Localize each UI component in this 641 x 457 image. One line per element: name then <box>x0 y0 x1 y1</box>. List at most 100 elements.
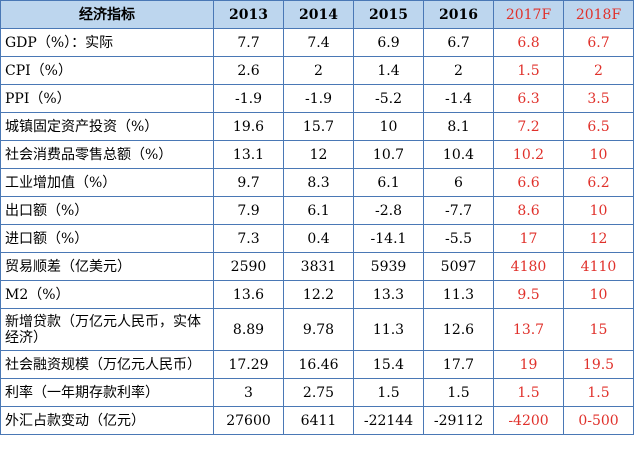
header-year-2017f: 2017F <box>493 0 564 29</box>
table-row: PPI（%） -1.9 -1.9 -5.2 -1.4 6.3 3.5 <box>0 84 634 113</box>
value-cell: 1.4 <box>353 56 424 85</box>
table-row: CPI（%） 2.6 2 1.4 2 1.5 2 <box>0 56 634 85</box>
forecast-value-cell: 6.6 <box>493 168 564 197</box>
indicator-name: 进口额（%） <box>0 224 214 253</box>
value-cell: 13.3 <box>353 280 424 309</box>
table-row: 社会融资规模（万亿元人民币） 17.29 16.46 15.4 17.7 19 19.5 <box>0 350 634 379</box>
indicator-name: 利率（一年期存款利率） <box>0 378 214 407</box>
value-cell: 2.75 <box>283 378 354 407</box>
table-row: 进口额（%） 7.3 0.4 -14.1 -5.5 17 12 <box>0 224 634 253</box>
table-row: GDP（%）：实际 7.7 7.4 6.9 6.7 6.8 6.7 <box>0 28 634 57</box>
value-cell: 1.5 <box>423 378 494 407</box>
forecast-value-cell: -4200 <box>493 406 564 435</box>
value-cell: 8.1 <box>423 112 494 141</box>
indicator-name: 贸易顺差（亿美元） <box>0 252 214 281</box>
table-row: 新增贷款（万亿元人民币，实体经济） 8.89 9.78 11.3 12.6 13.7 15 <box>0 308 634 351</box>
value-cell: 10.7 <box>353 140 424 169</box>
value-cell: 12.6 <box>423 308 494 351</box>
indicator-name: 社会融资规模（万亿元人民币） <box>0 350 214 379</box>
value-cell: -1.9 <box>283 84 354 113</box>
value-cell: -14.1 <box>353 224 424 253</box>
table-row: 外汇占款变动（亿元） 27600 6411 -22144 -29112 -4200 0-50… <box>0 406 634 435</box>
forecast-value-cell: 1.5 <box>493 378 564 407</box>
forecast-value-cell: 1.5 <box>563 378 634 407</box>
header-year-2013: 2013 <box>213 0 284 29</box>
value-cell: -22144 <box>353 406 424 435</box>
value-cell: 17.7 <box>423 350 494 379</box>
value-cell: 3831 <box>283 252 354 281</box>
forecast-value-cell: 12 <box>563 224 634 253</box>
value-cell: 6.1 <box>283 196 354 225</box>
forecast-value-cell: 9.5 <box>493 280 564 309</box>
value-cell: -5.2 <box>353 84 424 113</box>
value-cell: 10 <box>353 112 424 141</box>
value-cell: 15.4 <box>353 350 424 379</box>
header-year-2014: 2014 <box>283 0 354 29</box>
value-cell: 7.9 <box>213 196 284 225</box>
forecast-value-cell: 17 <box>493 224 564 253</box>
forecast-value-cell: 7.2 <box>493 112 564 141</box>
header-year-2015: 2015 <box>353 0 424 29</box>
forecast-value-cell: 19 <box>493 350 564 379</box>
forecast-value-cell: 4180 <box>493 252 564 281</box>
header-indicator: 经济指标 <box>0 0 214 29</box>
value-cell: 12 <box>283 140 354 169</box>
value-cell: -29112 <box>423 406 494 435</box>
forecast-value-cell: 19.5 <box>563 350 634 379</box>
value-cell: 2 <box>283 56 354 85</box>
forecast-value-cell: 10 <box>563 196 634 225</box>
table-row: M2（%） 13.6 12.2 13.3 11.3 9.5 10 <box>0 280 634 309</box>
value-cell: 8.3 <box>283 168 354 197</box>
value-cell: 2 <box>423 56 494 85</box>
header-year-2016: 2016 <box>423 0 494 29</box>
forecast-value-cell: 8.6 <box>493 196 564 225</box>
value-cell: 15.7 <box>283 112 354 141</box>
indicator-name: GDP（%）：实际 <box>0 28 214 57</box>
forecast-value-cell: 13.7 <box>493 308 564 351</box>
value-cell: 16.46 <box>283 350 354 379</box>
indicator-name: M2（%） <box>0 280 214 309</box>
header-year-2018f: 2018F <box>563 0 634 29</box>
value-cell: -7.7 <box>423 196 494 225</box>
forecast-value-cell: 0-500 <box>563 406 634 435</box>
value-cell: 5097 <box>423 252 494 281</box>
table-row: 出口额（%） 7.9 6.1 -2.8 -7.7 8.6 10 <box>0 196 634 225</box>
value-cell: 6 <box>423 168 494 197</box>
value-cell: 2.6 <box>213 56 284 85</box>
value-cell: 8.89 <box>213 308 284 351</box>
forecast-value-cell: 3.5 <box>563 84 634 113</box>
value-cell: 9.78 <box>283 308 354 351</box>
indicator-name: 工业增加值（%） <box>0 168 214 197</box>
forecast-value-cell: 1.5 <box>493 56 564 85</box>
forecast-value-cell: 6.2 <box>563 168 634 197</box>
forecast-value-cell: 6.7 <box>563 28 634 57</box>
value-cell: 2590 <box>213 252 284 281</box>
value-cell: 5939 <box>353 252 424 281</box>
forecast-value-cell: 2 <box>563 56 634 85</box>
value-cell: 1.5 <box>353 378 424 407</box>
value-cell: 3 <box>213 378 284 407</box>
forecast-value-cell: 4110 <box>563 252 634 281</box>
value-cell: 12.2 <box>283 280 354 309</box>
value-cell: 0.4 <box>283 224 354 253</box>
forecast-value-cell: 10 <box>563 280 634 309</box>
indicator-name: 新增贷款（万亿元人民币，实体经济） <box>0 308 214 351</box>
value-cell: -2.8 <box>353 196 424 225</box>
header-row: 经济指标 2013 2014 2015 2016 2017F 2018F <box>0 0 634 29</box>
indicator-name: 外汇占款变动（亿元） <box>0 406 214 435</box>
value-cell: 6411 <box>283 406 354 435</box>
table-row: 利率（一年期存款利率） 3 2.75 1.5 1.5 1.5 1.5 <box>0 378 634 407</box>
value-cell: -1.4 <box>423 84 494 113</box>
value-cell: 9.7 <box>213 168 284 197</box>
indicator-name: 社会消费品零售总额（%） <box>0 140 214 169</box>
value-cell: 11.3 <box>423 280 494 309</box>
value-cell: 10.4 <box>423 140 494 169</box>
economic-indicators-table: 经济指标 2013 2014 2015 2016 2017F 2018F GDP… <box>0 0 634 435</box>
indicator-name: 城镇固定资产投资（%） <box>0 112 214 141</box>
indicator-name: PPI（%） <box>0 84 214 113</box>
forecast-value-cell: 10.2 <box>493 140 564 169</box>
table-row: 贸易顺差（亿美元） 2590 3831 5939 5097 4180 4110 <box>0 252 634 281</box>
value-cell: 17.29 <box>213 350 284 379</box>
value-cell: 6.9 <box>353 28 424 57</box>
value-cell: 13.6 <box>213 280 284 309</box>
